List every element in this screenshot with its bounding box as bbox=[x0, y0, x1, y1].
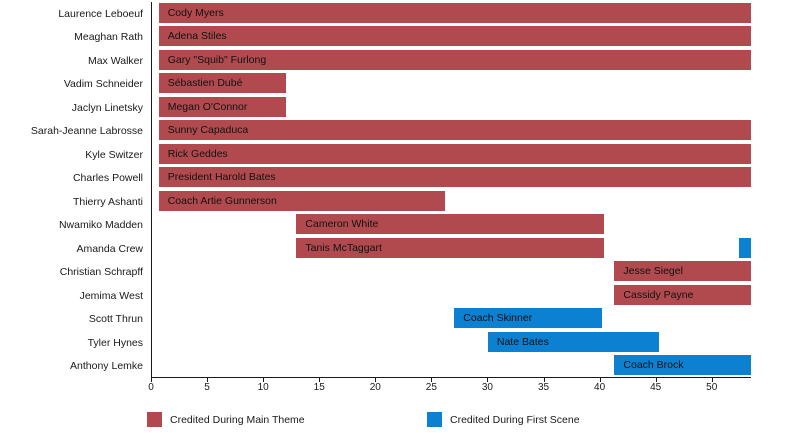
x-axis-tick bbox=[207, 378, 209, 382]
x-axis-tick bbox=[655, 378, 657, 382]
x-axis-tick bbox=[431, 378, 433, 382]
actor-label: Tyler Hynes bbox=[87, 336, 143, 349]
x-axis-tick bbox=[263, 378, 265, 382]
x-axis-tick bbox=[599, 378, 601, 382]
x-axis-tick bbox=[487, 378, 489, 382]
actor-label: Jaclyn Linetsky bbox=[71, 101, 143, 114]
credit-bar-segment: Sébastien Dubé bbox=[158, 73, 287, 94]
actor-label: Max Walker bbox=[87, 54, 143, 67]
legend-label: Credited During Main Theme bbox=[170, 413, 305, 426]
actor-label: Thierry Ashanti bbox=[72, 195, 143, 208]
actor-label: Jemima West bbox=[79, 289, 143, 302]
legend-swatch-icon bbox=[147, 412, 162, 427]
x-axis-tick-label: 40 bbox=[594, 382, 606, 393]
x-axis-tick bbox=[151, 378, 152, 382]
character-name-label: Jesse Siegel bbox=[623, 265, 683, 278]
credit-bar-segment: Nate Bates bbox=[487, 331, 660, 352]
x-axis-tick-label: 30 bbox=[481, 382, 493, 393]
x-axis-tick-label: 10 bbox=[257, 382, 269, 393]
actor-label: Scott Thrun bbox=[88, 313, 143, 326]
actor-label: Anthony Lemke bbox=[70, 360, 143, 373]
character-name-label: Coach Artie Gunnerson bbox=[167, 194, 277, 207]
credit-bar-segment: Cameron White bbox=[296, 214, 605, 235]
actor-label: Meaghan Rath bbox=[74, 31, 143, 44]
credit-bar-segment: Coach Artie Gunnerson bbox=[158, 190, 446, 211]
character-name-label: Coach Skinner bbox=[463, 312, 533, 325]
plot-area: Cody Myers Adena Stiles Gary "Squib" Furlo… bbox=[151, 2, 751, 378]
x-axis-tick bbox=[375, 378, 377, 382]
legend-swatch-icon bbox=[427, 412, 442, 427]
x-axis-tick-label: 15 bbox=[313, 382, 325, 393]
credit-bar-segment: Gary "Squib" Furlong bbox=[158, 49, 751, 70]
credit-bar-segment: Coach Brock bbox=[614, 355, 751, 376]
character-name-label: Cassidy Payne bbox=[623, 288, 694, 301]
actor-label: Nwamiko Madden bbox=[58, 219, 143, 232]
character-name-label: Cody Myers bbox=[167, 6, 224, 19]
character-name-label: Sébastien Dubé bbox=[167, 77, 243, 90]
x-axis-tick-label: 50 bbox=[706, 382, 718, 393]
character-name-label: Coach Brock bbox=[623, 359, 684, 372]
credit-bar-segment: Cody Myers bbox=[158, 2, 751, 23]
credit-bar-segment: Megan O'Connor bbox=[158, 96, 287, 117]
legend-item-main_theme: Credited During Main Theme bbox=[147, 412, 305, 427]
x-axis-tick-label: 5 bbox=[204, 382, 210, 393]
actor-label: Sarah-Jeanne Labrosse bbox=[30, 125, 143, 138]
credit-bar-segment: Coach Skinner bbox=[454, 308, 603, 329]
actor-label: Vadim Schneider bbox=[63, 78, 143, 91]
actor-label: Kyle Switzer bbox=[85, 148, 143, 161]
x-axis-tick-label: 35 bbox=[537, 382, 550, 393]
character-name-label: Rick Geddes bbox=[167, 147, 228, 160]
character-name-label: Megan O'Connor bbox=[167, 100, 248, 113]
actor-label: Laurence Leboeuf bbox=[58, 7, 143, 20]
credit-bar-segment: Sunny Capaduca bbox=[158, 120, 751, 141]
character-name-label: Sunny Capaduca bbox=[167, 124, 249, 137]
x-axis-tick-label: 20 bbox=[369, 382, 381, 393]
x-axis-tick-label: 25 bbox=[425, 382, 437, 393]
legend-label: Credited During First Scene bbox=[450, 413, 580, 426]
x-axis-tick bbox=[543, 378, 545, 382]
x-axis-tick bbox=[711, 378, 713, 382]
character-name-label: Cameron White bbox=[305, 218, 379, 231]
actor-label: Amanda Crew bbox=[76, 242, 143, 255]
x-axis-tick-label: 0 bbox=[148, 382, 154, 393]
x-axis-tick-label: 45 bbox=[650, 382, 662, 393]
character-name-label: President Harold Bates bbox=[167, 171, 276, 184]
actor-label: Charles Powell bbox=[72, 172, 143, 185]
x-axis-tick bbox=[319, 378, 321, 382]
credit-bar-segment bbox=[738, 237, 751, 258]
credit-bar-segment: Adena Stiles bbox=[158, 26, 751, 47]
credit-bar-segment: Rick Geddes bbox=[158, 143, 751, 164]
character-name-label: Tanis McTaggart bbox=[305, 241, 382, 254]
character-name-label: Adena Stiles bbox=[167, 30, 227, 43]
actor-label: Christian Schrapff bbox=[59, 266, 143, 279]
character-name-label: Gary "Squib" Furlong bbox=[167, 53, 267, 66]
legend-item-first_scene: Credited During First Scene bbox=[427, 412, 580, 427]
credit-bar-segment: Cassidy Payne bbox=[614, 284, 751, 305]
credit-bar-segment: Jesse Siegel bbox=[614, 261, 751, 282]
credit-bar-segment: Tanis McTaggart bbox=[296, 237, 605, 258]
character-name-label: Nate Bates bbox=[496, 335, 549, 348]
credit-bar-segment: President Harold Bates bbox=[158, 167, 751, 188]
